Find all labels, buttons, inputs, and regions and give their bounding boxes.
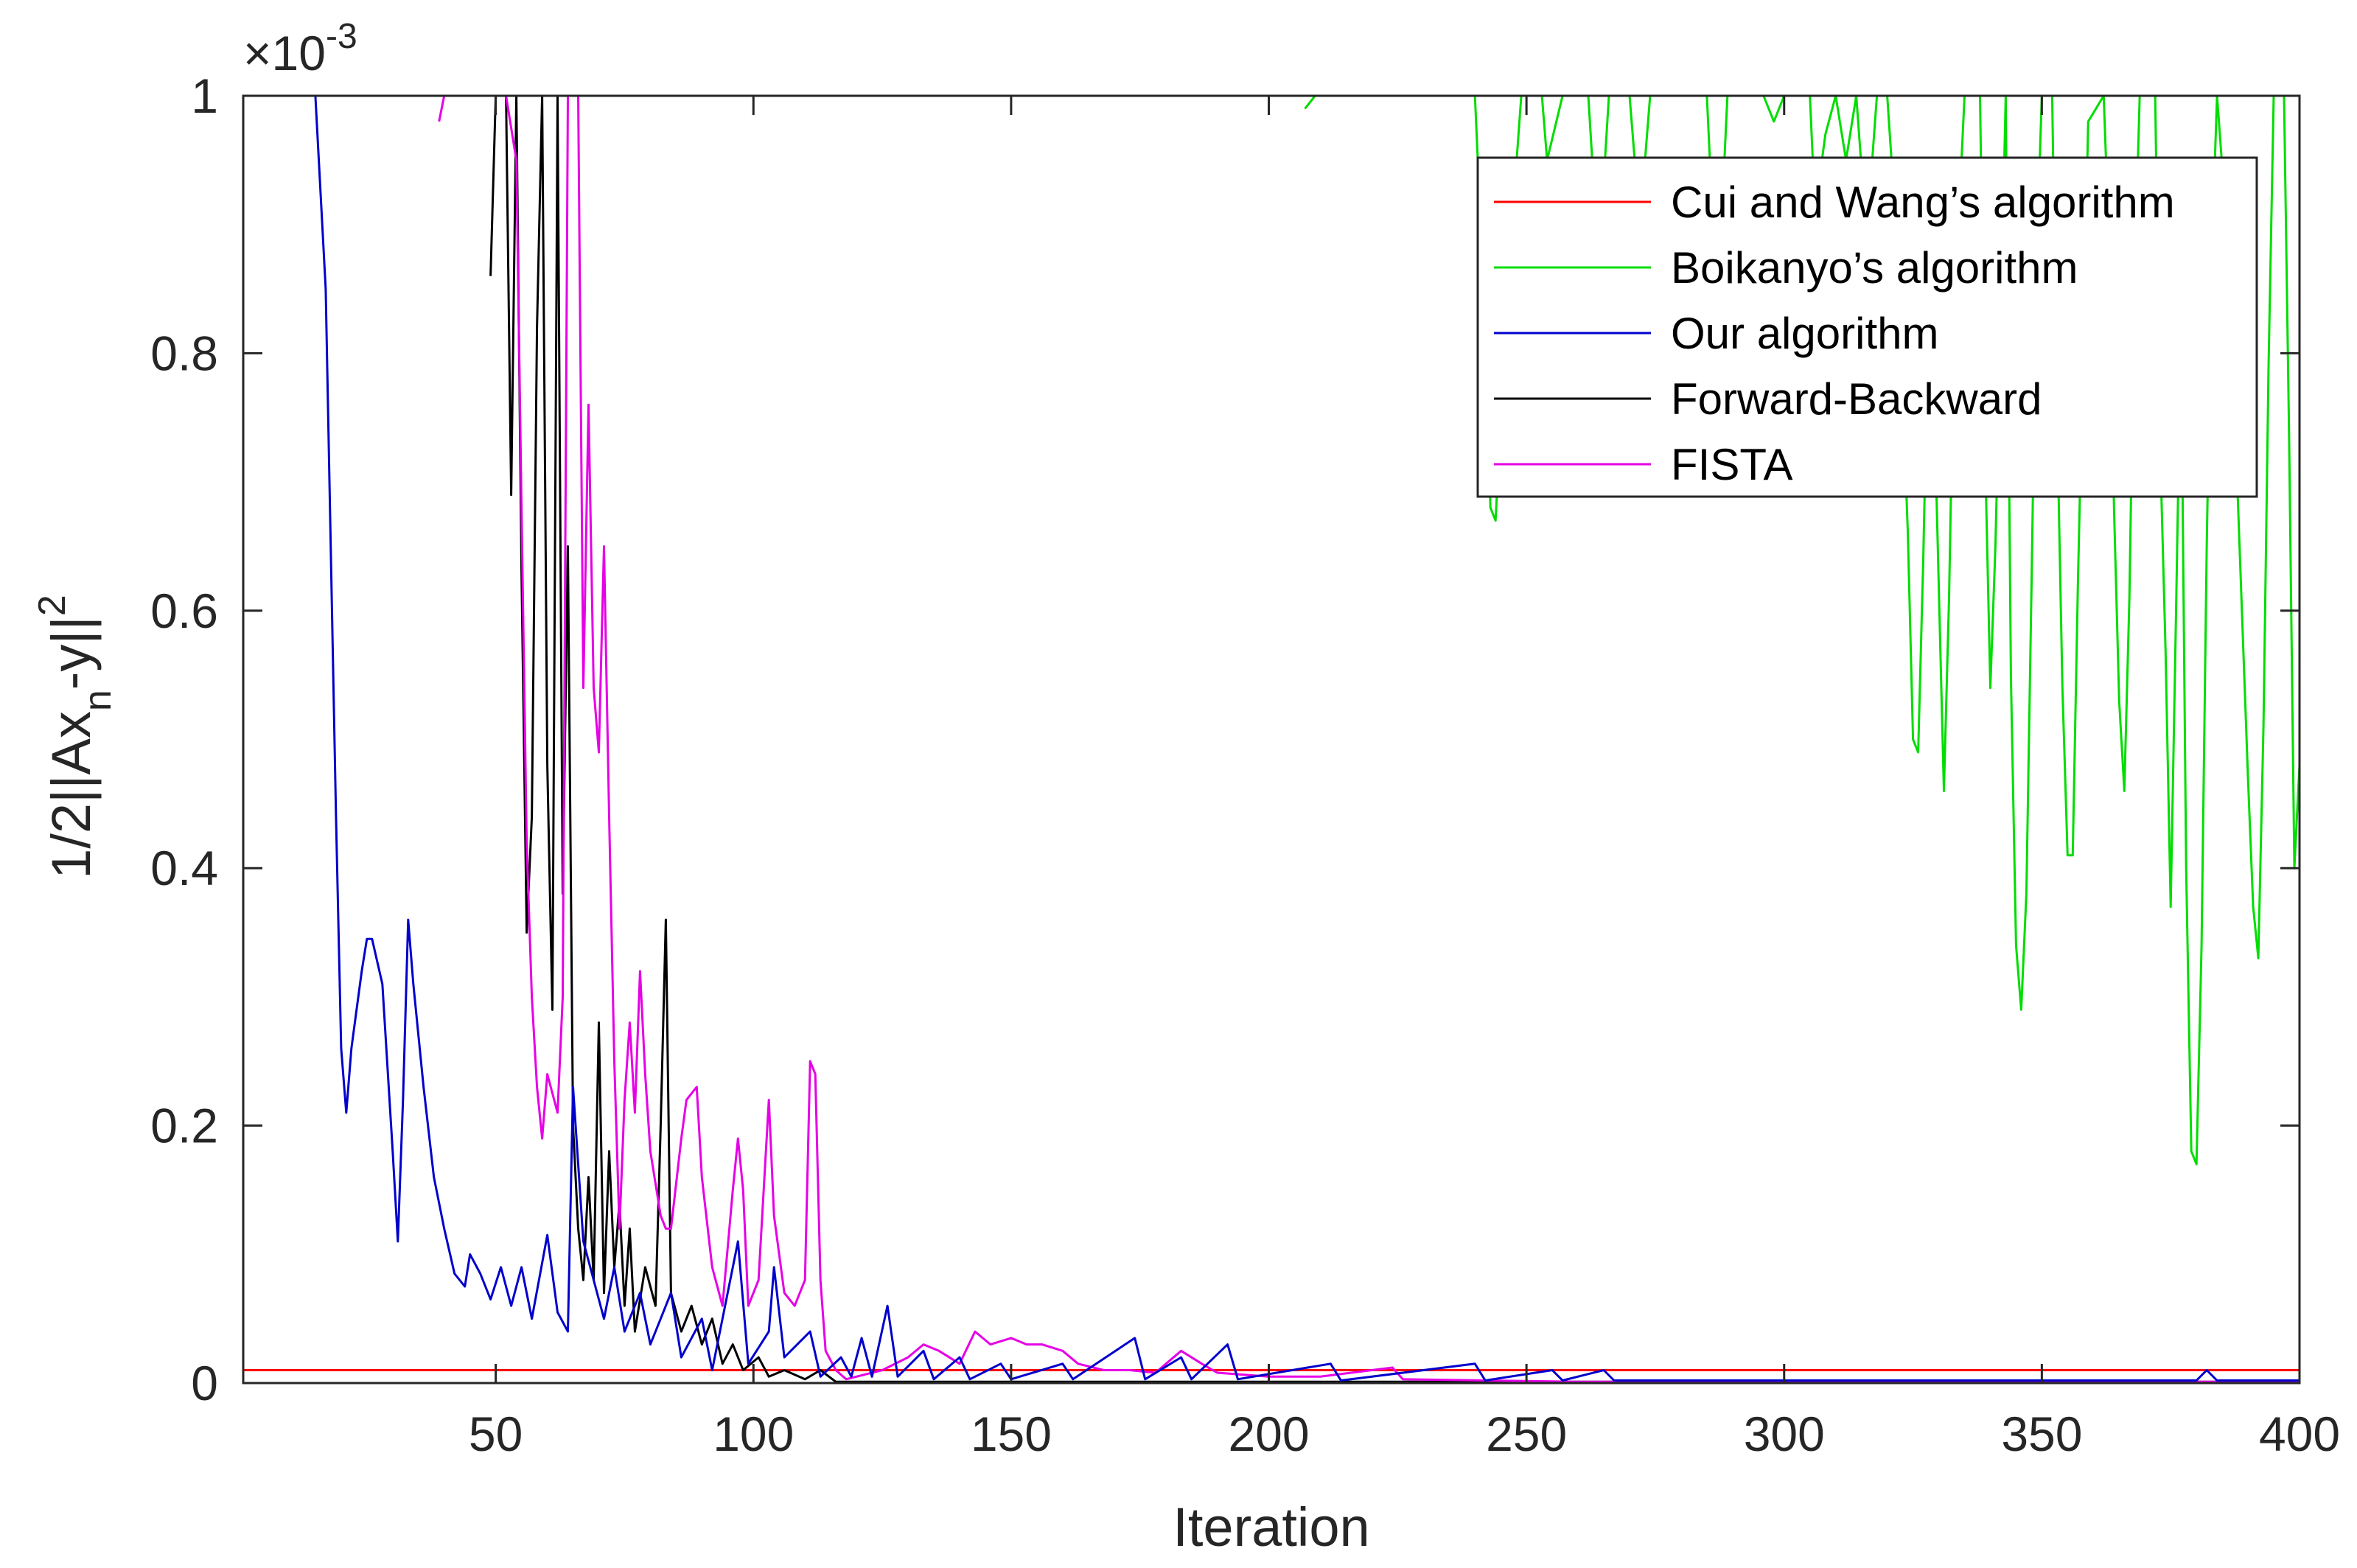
y-tick-label: 1 [191, 69, 218, 123]
x-axis-title: Iteration [1173, 1497, 1369, 1558]
y-axis-title-sub: n [77, 690, 119, 711]
series-line-boikanyo-s-algorithm [1304, 96, 2300, 1166]
legend: Cui and Wang’s algorithm Boikanyo’s algor… [1476, 156, 2258, 498]
y-tick-label: 0.2 [150, 1099, 218, 1153]
y-axis-title-b: -y|| [41, 616, 102, 690]
y-exponent-power: -3 [326, 17, 357, 56]
y-tick-label: 0.6 [150, 584, 218, 638]
legend-label: Boikanyo’s algorithm [1671, 243, 2078, 293]
x-tick-label: 50 [469, 1407, 523, 1461]
ticks-group: 50 100 150 200 250 300 350 400 0 0.2 0.4 0.6 0.8 1 [150, 69, 2340, 1461]
y-tick-label: 0.8 [150, 326, 218, 380]
legend-label: FISTA [1671, 440, 1793, 489]
y-axis-title-a: 1/2||Ax [41, 711, 102, 879]
x-tick-label: 150 [971, 1407, 1052, 1461]
x-tick-label: 300 [1744, 1407, 1825, 1461]
series-line-forward-backward [489, 96, 2300, 1383]
legend-label: Cui and Wang’s algorithm [1671, 178, 2175, 227]
series-group [243, 96, 2300, 1383]
y-tick-label: 0.4 [150, 841, 218, 895]
series-line-our-algorithm [314, 96, 2300, 1382]
legend-label: Forward-Backward [1671, 374, 2042, 424]
x-tick-label: 350 [2001, 1407, 2082, 1461]
legend-box [1476, 156, 2258, 498]
x-tick-label: 250 [1486, 1407, 1567, 1461]
y-exponent-label: ×10-3 [243, 17, 357, 80]
y-axis-title-sup: 2 [31, 595, 74, 616]
y-axis-title: 1/2||Axn-y||2 [31, 595, 119, 879]
series-line-fista [438, 96, 2300, 1383]
x-tick-label: 400 [2259, 1407, 2340, 1461]
plot-frame [242, 94, 2301, 1385]
y-tick-label: 0 [191, 1356, 218, 1410]
y-exponent-base: ×10 [243, 26, 326, 80]
x-tick-label: 100 [713, 1407, 794, 1461]
legend-label: Our algorithm [1671, 309, 1938, 358]
x-tick-label: 200 [1228, 1407, 1309, 1461]
